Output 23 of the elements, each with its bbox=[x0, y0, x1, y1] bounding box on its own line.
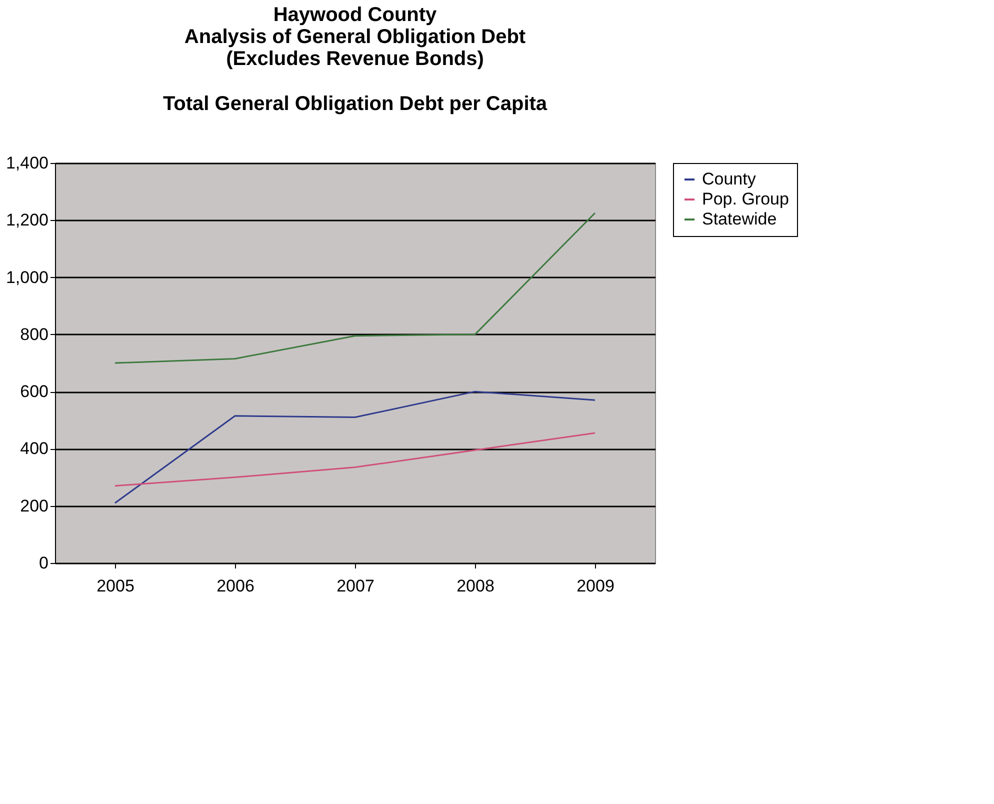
y-tick-label: 0 bbox=[39, 554, 48, 572]
y-tick-label: 1,200 bbox=[6, 210, 48, 230]
y-tick-label: 600 bbox=[20, 382, 48, 402]
line-series bbox=[114, 212, 596, 364]
legend-label: County bbox=[702, 170, 756, 188]
chart-subtitle: Total General Obligation Debt per Capita bbox=[162, 93, 548, 115]
y-tick-label: 1,000 bbox=[6, 268, 48, 287]
text: Haywood County bbox=[273, 4, 437, 26]
y-tick-label: 400 bbox=[20, 439, 48, 458]
line-series bbox=[114, 390, 596, 504]
legend-label: Pop. Group bbox=[702, 190, 789, 208]
y-tick-label: 1,400 bbox=[6, 154, 48, 172]
x-tick-label: 2007 bbox=[336, 576, 374, 596]
x-tick-label: 2009 bbox=[576, 576, 614, 596]
x-tick-label: 2008 bbox=[456, 576, 494, 596]
text: (Excludes Revenue Bonds) bbox=[226, 48, 484, 70]
text: Analysis of General Obligation Debt bbox=[184, 26, 526, 48]
line-series bbox=[114, 432, 596, 487]
x-tick-label: 2006 bbox=[216, 576, 254, 596]
y-tick-label: 800 bbox=[20, 324, 48, 344]
legend-label: Statewide bbox=[702, 210, 777, 228]
y-tick-label: 200 bbox=[20, 496, 48, 516]
x-tick-label: 2005 bbox=[96, 576, 134, 596]
